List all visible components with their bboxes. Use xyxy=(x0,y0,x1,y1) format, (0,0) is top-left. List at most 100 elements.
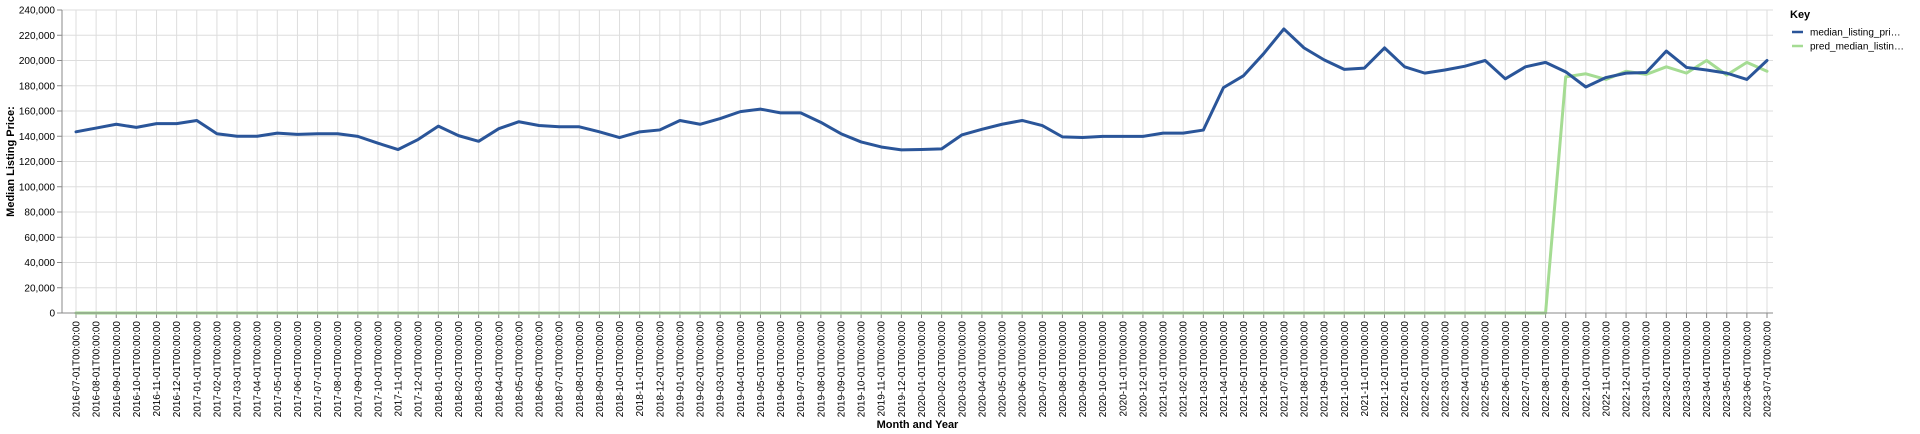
x-tick-label: 2020-08-01T00:00:00 xyxy=(1058,321,1069,418)
y-tick-label: 200,000 xyxy=(19,56,56,67)
x-tick-label: 2018-08-01T00:00:00 xyxy=(575,321,586,418)
x-tick-label: 2017-05-01T00:00:00 xyxy=(273,321,284,418)
legend-label: median_listing_pri… xyxy=(1810,28,1901,39)
x-tick-label: 2022-03-01T00:00:00 xyxy=(1440,321,1451,418)
y-tick-label: 220,000 xyxy=(19,31,56,42)
x-tick-label: 2021-08-01T00:00:00 xyxy=(1299,321,1310,418)
x-tick-label: 2021-05-01T00:00:00 xyxy=(1239,321,1250,418)
x-tick-label: 2019-07-01T00:00:00 xyxy=(796,321,807,418)
x-axis-ticks: 2016-07-01T00:00:00 2016-08-01T00:00:00 20… xyxy=(72,313,1774,417)
x-tick-label: 2017-07-01T00:00:00 xyxy=(313,321,324,418)
x-tick-label: 2017-10-01T00:00:00 xyxy=(373,321,384,418)
x-tick-label: 2016-10-01T00:00:00 xyxy=(132,321,143,418)
x-tick-label: 2021-01-01T00:00:00 xyxy=(1159,321,1170,418)
y-tick-label: 120,000 xyxy=(19,157,56,168)
x-tick-label: 2018-12-01T00:00:00 xyxy=(655,321,666,418)
x-tick-label: 2020-04-01T00:00:00 xyxy=(977,321,988,418)
x-tick-label: 2023-04-01T00:00:00 xyxy=(1702,321,1713,418)
x-tick-label: 2017-01-01T00:00:00 xyxy=(192,321,203,418)
x-tick-label: 2021-11-01T00:00:00 xyxy=(1360,321,1371,417)
x-tick-label: 2018-07-01T00:00:00 xyxy=(555,321,566,418)
x-tick-label: 2018-11-01T00:00:00 xyxy=(635,321,646,417)
x-axis-title: Month and Year xyxy=(877,419,959,431)
y-tick-label: 100,000 xyxy=(19,182,56,193)
x-tick-label: 2017-06-01T00:00:00 xyxy=(293,321,304,418)
x-tick-label: 2022-06-01T00:00:00 xyxy=(1501,321,1512,418)
x-tick-label: 2016-09-01T00:00:00 xyxy=(112,321,123,418)
x-tick-label: 2019-05-01T00:00:00 xyxy=(756,321,767,418)
y-tick-label: 240,000 xyxy=(19,6,56,17)
x-tick-label: 2023-03-01T00:00:00 xyxy=(1682,321,1693,418)
x-tick-label: 2021-02-01T00:00:00 xyxy=(1179,321,1190,418)
x-tick-label: 2022-07-01T00:00:00 xyxy=(1521,321,1532,418)
grid-lines xyxy=(62,9,1773,314)
legend: Key median_listing_pri… pred_median_listi… xyxy=(1790,9,1904,53)
y-tick-label: 20,000 xyxy=(24,283,55,294)
x-tick-label: 2021-10-01T00:00:00 xyxy=(1340,321,1351,418)
x-tick-label: 2018-04-01T00:00:00 xyxy=(494,321,505,418)
series-line-0 xyxy=(74,27,1769,152)
x-tick-label: 2016-12-01T00:00:00 xyxy=(172,321,183,418)
x-tick-label: 2019-12-01T00:00:00 xyxy=(897,321,908,418)
y-tick-label: 180,000 xyxy=(19,81,56,92)
x-tick-label: 2021-09-01T00:00:00 xyxy=(1320,321,1331,418)
x-tick-label: 2021-07-01T00:00:00 xyxy=(1279,321,1290,418)
x-tick-label: 2022-04-01T00:00:00 xyxy=(1461,321,1472,418)
x-tick-label: 2018-06-01T00:00:00 xyxy=(535,321,546,418)
x-tick-label: 2019-09-01T00:00:00 xyxy=(836,321,847,418)
x-tick-label: 2017-04-01T00:00:00 xyxy=(253,321,264,418)
x-tick-label: 2018-10-01T00:00:00 xyxy=(615,321,626,418)
x-tick-label: 2019-01-01T00:00:00 xyxy=(675,321,686,418)
x-tick-label: 2016-11-01T00:00:00 xyxy=(152,321,163,417)
x-tick-label: 2020-09-01T00:00:00 xyxy=(1078,321,1089,418)
x-tick-label: 2022-05-01T00:00:00 xyxy=(1481,321,1492,418)
x-tick-label: 2022-08-01T00:00:00 xyxy=(1541,321,1552,418)
y-tick-label: 140,000 xyxy=(19,132,56,143)
x-tick-label: 2018-05-01T00:00:00 xyxy=(514,321,525,418)
y-tick-label: 160,000 xyxy=(19,107,56,118)
x-tick-label: 2022-02-01T00:00:00 xyxy=(1420,321,1431,418)
y-tick-label: 0 xyxy=(49,309,55,320)
x-tick-label: 2023-01-01T00:00:00 xyxy=(1642,321,1653,418)
legend-title: Key xyxy=(1790,9,1811,21)
x-tick-label: 2017-03-01T00:00:00 xyxy=(233,321,244,418)
x-tick-label: 2022-01-01T00:00:00 xyxy=(1400,321,1411,418)
x-tick-label: 2020-03-01T00:00:00 xyxy=(957,321,968,418)
x-tick-label: 2020-02-01T00:00:00 xyxy=(937,321,948,418)
x-tick-label: 2022-10-01T00:00:00 xyxy=(1581,321,1592,418)
x-tick-label: 2018-02-01T00:00:00 xyxy=(454,321,465,418)
x-tick-label: 2022-12-01T00:00:00 xyxy=(1622,321,1633,418)
x-tick-label: 2019-04-01T00:00:00 xyxy=(736,321,747,418)
x-tick-label: 2021-12-01T00:00:00 xyxy=(1380,321,1391,418)
x-tick-label: 2017-09-01T00:00:00 xyxy=(353,321,364,418)
x-tick-label: 2016-08-01T00:00:00 xyxy=(92,321,103,418)
x-tick-label: 2021-06-01T00:00:00 xyxy=(1259,321,1270,418)
x-tick-label: 2020-01-01T00:00:00 xyxy=(917,321,928,418)
x-tick-label: 2020-11-01T00:00:00 xyxy=(1118,321,1129,417)
x-tick-label: 2023-05-01T00:00:00 xyxy=(1722,321,1733,418)
x-tick-label: 2020-06-01T00:00:00 xyxy=(1018,321,1029,418)
x-tick-label: 2017-02-01T00:00:00 xyxy=(212,321,223,418)
x-tick-label: 2017-08-01T00:00:00 xyxy=(333,321,344,418)
x-tick-label: 2018-03-01T00:00:00 xyxy=(474,321,485,418)
legend-label: pred_median_listin… xyxy=(1810,42,1904,53)
x-tick-label: 2018-09-01T00:00:00 xyxy=(595,321,606,418)
y-axis-title: Median Listing Price: xyxy=(5,106,17,217)
x-tick-label: 2017-11-01T00:00:00 xyxy=(394,321,405,417)
x-tick-label: 2022-09-01T00:00:00 xyxy=(1561,321,1572,418)
x-tick-label: 2021-03-01T00:00:00 xyxy=(1199,321,1210,418)
x-tick-label: 2019-06-01T00:00:00 xyxy=(776,321,787,418)
x-tick-label: 2020-10-01T00:00:00 xyxy=(1098,321,1109,418)
x-tick-label: 2019-03-01T00:00:00 xyxy=(716,321,727,418)
x-tick-label: 2019-11-01T00:00:00 xyxy=(877,321,888,417)
x-tick-label: 2023-06-01T00:00:00 xyxy=(1742,321,1753,418)
y-axis-ticks: 0 20,000 40,000 60,000 80,000 100,000 120,000 1… xyxy=(19,6,62,320)
x-tick-label: 2023-07-01T00:00:00 xyxy=(1763,321,1774,418)
x-tick-label: 2017-12-01T00:00:00 xyxy=(414,321,425,418)
x-tick-label: 2018-01-01T00:00:00 xyxy=(434,321,445,418)
x-tick-label: 2019-02-01T00:00:00 xyxy=(696,321,707,418)
x-tick-label: 2023-02-01T00:00:00 xyxy=(1662,321,1673,418)
x-tick-label: 2019-08-01T00:00:00 xyxy=(816,321,827,418)
y-tick-label: 60,000 xyxy=(24,233,55,244)
